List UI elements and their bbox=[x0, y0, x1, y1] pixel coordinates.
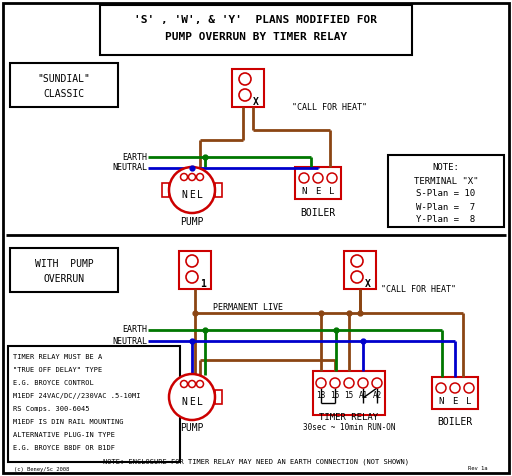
Text: E.G. BROYCE CONTROL: E.G. BROYCE CONTROL bbox=[13, 380, 94, 386]
Circle shape bbox=[181, 380, 187, 387]
Text: TERMINAL "X": TERMINAL "X" bbox=[414, 177, 478, 186]
Text: Y-Plan =  8: Y-Plan = 8 bbox=[416, 216, 476, 225]
Text: L: L bbox=[466, 397, 472, 406]
Text: PUMP: PUMP bbox=[180, 423, 204, 433]
Text: OVERRUN: OVERRUN bbox=[44, 274, 84, 284]
Text: BOILER: BOILER bbox=[437, 417, 473, 427]
Circle shape bbox=[464, 383, 474, 393]
Text: L: L bbox=[329, 187, 335, 196]
Text: N: N bbox=[181, 190, 187, 200]
Bar bbox=[313, 371, 385, 415]
Bar bbox=[232, 69, 264, 107]
Text: "CALL FOR HEAT": "CALL FOR HEAT" bbox=[381, 286, 456, 295]
Text: EARTH: EARTH bbox=[122, 152, 147, 161]
Text: EARTH: EARTH bbox=[122, 326, 147, 335]
Bar bbox=[162, 183, 169, 197]
Bar bbox=[432, 377, 478, 409]
Circle shape bbox=[181, 173, 187, 180]
Text: 1: 1 bbox=[200, 279, 206, 289]
Circle shape bbox=[299, 173, 309, 183]
Circle shape bbox=[197, 380, 203, 387]
Bar bbox=[295, 167, 341, 199]
Text: N: N bbox=[181, 397, 187, 407]
Circle shape bbox=[186, 255, 198, 267]
Text: E: E bbox=[452, 397, 458, 406]
Text: X: X bbox=[365, 279, 371, 289]
Circle shape bbox=[239, 89, 251, 101]
Text: "SUNDIAL": "SUNDIAL" bbox=[37, 74, 91, 84]
Bar bbox=[8, 346, 180, 462]
Circle shape bbox=[358, 378, 368, 388]
Text: 'S' , 'W', & 'Y'  PLANS MODIFIED FOR: 'S' , 'W', & 'Y' PLANS MODIFIED FOR bbox=[135, 15, 377, 25]
Text: WITH  PUMP: WITH PUMP bbox=[35, 259, 93, 269]
Text: 16: 16 bbox=[330, 391, 339, 400]
Bar bbox=[215, 183, 222, 197]
Text: M1EDF 24VAC/DC//230VAC .5-10MI: M1EDF 24VAC/DC//230VAC .5-10MI bbox=[13, 393, 140, 399]
Circle shape bbox=[372, 378, 382, 388]
Circle shape bbox=[344, 378, 354, 388]
Text: 15: 15 bbox=[345, 391, 354, 400]
Bar bbox=[179, 251, 211, 289]
Circle shape bbox=[351, 255, 363, 267]
Circle shape bbox=[450, 383, 460, 393]
Bar bbox=[100, 5, 412, 55]
Circle shape bbox=[316, 378, 326, 388]
Bar bbox=[10, 63, 118, 107]
Text: CLASSIC: CLASSIC bbox=[44, 89, 84, 99]
Text: PERMANENT LIVE: PERMANENT LIVE bbox=[213, 304, 283, 313]
Circle shape bbox=[169, 167, 215, 213]
Circle shape bbox=[188, 173, 196, 180]
Text: "CALL FOR HEAT": "CALL FOR HEAT" bbox=[292, 103, 367, 112]
Circle shape bbox=[188, 380, 196, 387]
Text: E: E bbox=[189, 397, 195, 407]
Text: BOILER: BOILER bbox=[301, 208, 336, 218]
Text: A1: A1 bbox=[358, 391, 368, 400]
Bar bbox=[388, 155, 504, 227]
Text: NEUTRAL: NEUTRAL bbox=[112, 163, 147, 172]
Text: N: N bbox=[438, 397, 444, 406]
Circle shape bbox=[169, 374, 215, 420]
Circle shape bbox=[330, 378, 340, 388]
Text: NEUTRAL: NEUTRAL bbox=[112, 337, 147, 346]
Circle shape bbox=[239, 73, 251, 85]
Text: TIMER RELAY MUST BE A: TIMER RELAY MUST BE A bbox=[13, 354, 102, 360]
Circle shape bbox=[327, 173, 337, 183]
Text: ALTERNATIVE PLUG-IN TYPE: ALTERNATIVE PLUG-IN TYPE bbox=[13, 432, 115, 438]
Text: RS Comps. 300-6045: RS Comps. 300-6045 bbox=[13, 406, 90, 412]
Text: "TRUE OFF DELAY" TYPE: "TRUE OFF DELAY" TYPE bbox=[13, 367, 102, 373]
Text: E: E bbox=[315, 187, 321, 196]
Text: E.G. BROYCE B8DF OR B1DF: E.G. BROYCE B8DF OR B1DF bbox=[13, 445, 115, 451]
Circle shape bbox=[313, 173, 323, 183]
Text: PUMP OVERRUN BY TIMER RELAY: PUMP OVERRUN BY TIMER RELAY bbox=[165, 32, 347, 42]
Text: 18: 18 bbox=[316, 391, 326, 400]
Text: S-Plan = 10: S-Plan = 10 bbox=[416, 189, 476, 198]
Text: E: E bbox=[189, 190, 195, 200]
Bar bbox=[344, 251, 376, 289]
Text: TIMER RELAY: TIMER RELAY bbox=[319, 414, 378, 423]
Circle shape bbox=[436, 383, 446, 393]
Text: X: X bbox=[253, 97, 259, 107]
Text: PUMP: PUMP bbox=[180, 217, 204, 227]
Text: W-Plan =  7: W-Plan = 7 bbox=[416, 202, 476, 211]
Bar bbox=[10, 248, 118, 292]
Circle shape bbox=[186, 271, 198, 283]
Text: A2: A2 bbox=[372, 391, 381, 400]
Text: NOTE:: NOTE: bbox=[433, 163, 459, 172]
Circle shape bbox=[351, 271, 363, 283]
Text: NOTE: ENCLOSURE FOR TIMER RELAY MAY NEED AN EARTH CONNECTION (NOT SHOWN): NOTE: ENCLOSURE FOR TIMER RELAY MAY NEED… bbox=[103, 459, 409, 465]
Text: L: L bbox=[197, 397, 203, 407]
Text: 30sec ~ 10min RUN-ON: 30sec ~ 10min RUN-ON bbox=[303, 424, 395, 433]
Text: M1EDF IS DIN RAIL MOUNTING: M1EDF IS DIN RAIL MOUNTING bbox=[13, 419, 123, 425]
Bar bbox=[215, 390, 222, 404]
Text: Rev 1a: Rev 1a bbox=[468, 466, 487, 472]
Bar bbox=[162, 390, 169, 404]
Text: N: N bbox=[302, 187, 307, 196]
Text: (c) Beney/Sc 2008: (c) Beney/Sc 2008 bbox=[14, 466, 69, 472]
Circle shape bbox=[197, 173, 203, 180]
Text: L: L bbox=[197, 190, 203, 200]
